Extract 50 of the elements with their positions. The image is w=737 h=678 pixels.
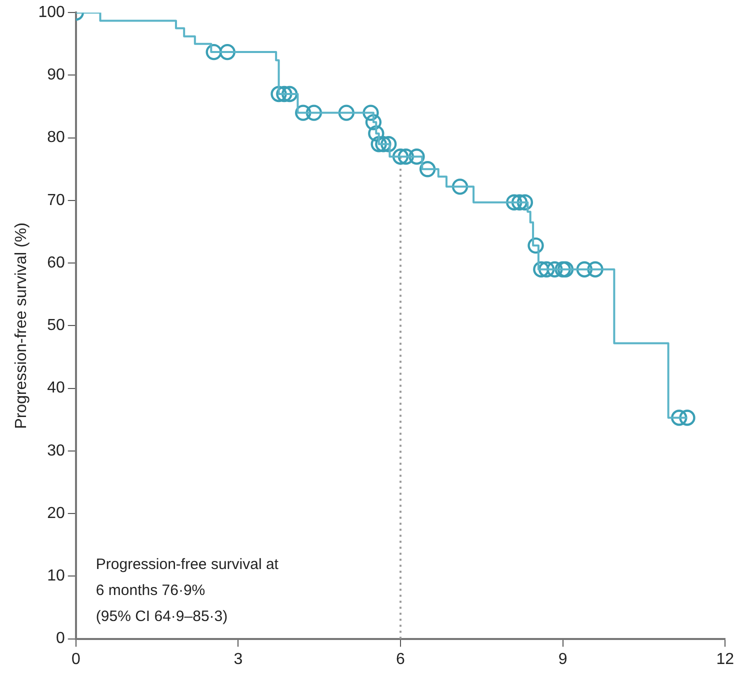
point [338,104,354,121]
point [398,148,414,165]
point [270,86,287,102]
y-tick-label: 80 [47,129,65,146]
point [546,261,563,278]
point [538,261,555,278]
x-tick-label: 0 [71,650,80,668]
y-axis-title: Progression-free survival (%) [13,222,30,429]
point [375,136,392,152]
point [362,104,379,121]
y-tick-label: 90 [47,66,65,84]
y-tick-label: 50 [47,317,65,334]
x-tick-label: 12 [716,650,734,668]
y-tick-label: 40 [47,380,65,397]
y-tick-label: 0 [56,630,65,648]
point [408,148,425,165]
point [419,161,436,178]
y-tick-label: 70 [47,192,65,209]
point [511,194,528,210]
annotation: Progression-free survival at 6 months 76·9% (95% CI 64·9–85·3) [96,556,280,625]
point [554,261,571,278]
point [380,136,397,152]
y-tick-label: 30 [47,442,65,460]
y-tick-label: 10 [47,568,65,585]
point [506,194,522,210]
y-tick-label: 20 [47,504,65,522]
point [576,261,593,278]
point [452,178,468,195]
point [219,44,236,60]
point [392,148,409,165]
point [276,86,292,102]
y-tick-label: 100 [38,4,65,22]
x-tick-label: 3 [234,650,243,668]
point [533,261,550,278]
point [365,114,382,130]
x-tick-label: 9 [558,650,568,668]
point [206,44,222,60]
point [528,237,544,254]
y-tick-label: 60 [47,254,65,272]
point [281,86,298,102]
point [671,410,688,426]
point [516,194,534,210]
point [587,261,604,278]
x-tick-label: 6 [396,650,406,668]
point [306,104,322,121]
point [368,125,384,142]
point [679,410,696,426]
point [557,261,574,278]
point [370,136,387,152]
point [295,104,312,121]
